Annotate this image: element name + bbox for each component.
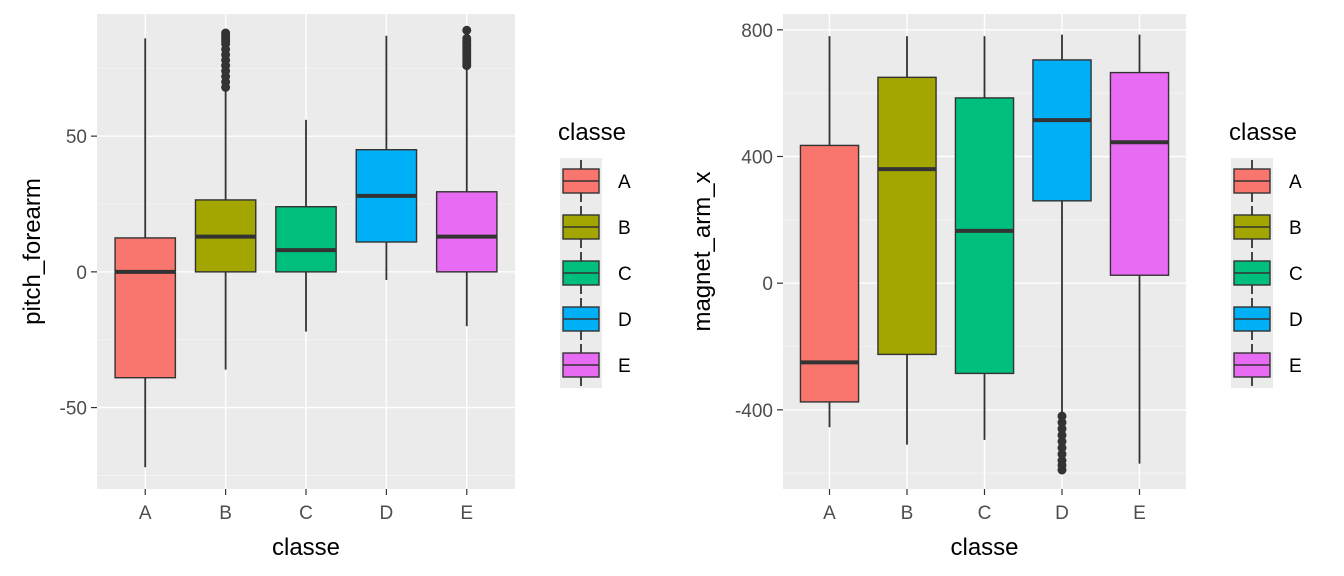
outlier-point	[1057, 443, 1067, 453]
y-tick-label: 50	[66, 127, 87, 148]
x-tick-label: C	[299, 503, 313, 524]
box-body	[435, 191, 498, 273]
legend-label: D	[1289, 310, 1303, 331]
box-body	[799, 144, 860, 403]
legend-entry-B: B	[560, 204, 631, 250]
x-tick-label: C	[978, 503, 992, 524]
x-tick-label: A	[139, 503, 152, 524]
box-C	[275, 119, 337, 332]
box-B	[877, 36, 937, 445]
legend-entry-B: B	[1231, 204, 1302, 250]
legend-label: B	[1289, 218, 1302, 239]
legend: classe A B C D E	[558, 119, 632, 388]
box-A	[799, 36, 860, 428]
x-tick-label: E	[460, 503, 473, 524]
outlier-point	[1057, 437, 1067, 446]
legend-entry-E: E	[1231, 342, 1302, 388]
legend-entry-C: C	[1231, 250, 1303, 296]
legend-entry-A: A	[1231, 158, 1302, 204]
x-tick-label: D	[380, 503, 394, 524]
box-body	[275, 206, 337, 273]
x-axis-title: classe	[950, 534, 1018, 561]
outlier-point	[1057, 418, 1067, 427]
x-tick-label: B	[901, 503, 914, 524]
legend: classe A B C D E	[1229, 119, 1303, 388]
y-axis-title: pitch_forearm	[19, 178, 46, 325]
outlier-point	[1057, 430, 1067, 440]
legend-entry-D: D	[560, 296, 632, 342]
outlier-point	[462, 25, 472, 35]
box-body	[877, 76, 937, 356]
legend-entry-C: C	[560, 250, 632, 296]
legend-label: A	[1289, 172, 1302, 193]
outlier-point	[1057, 449, 1067, 459]
outlier-point	[462, 33, 472, 43]
box-body	[1109, 71, 1170, 276]
legend-title: classe	[1229, 119, 1297, 146]
legend-label: C	[618, 264, 632, 285]
y-tick-label: 0	[762, 274, 773, 295]
box-body	[114, 237, 177, 379]
x-tick-label: D	[1055, 503, 1069, 524]
legend-title: classe	[558, 119, 626, 146]
outlier-point	[1057, 424, 1067, 434]
box-body	[1032, 59, 1092, 202]
outlier-point	[221, 28, 231, 38]
legend-label: E	[1289, 356, 1302, 377]
y-tick-label: 400	[741, 148, 773, 169]
x-axis-title: classe	[272, 534, 340, 561]
legend-label: E	[618, 356, 631, 377]
x-tick-label: A	[823, 503, 836, 524]
legend-label: C	[1289, 264, 1303, 285]
box-D	[1032, 34, 1092, 475]
legend-label: D	[618, 310, 632, 331]
x-tick-label: E	[1133, 503, 1146, 524]
legend-entry-D: D	[1231, 296, 1303, 342]
box-E	[1109, 34, 1170, 464]
legend-entry-A: A	[560, 158, 631, 204]
box-A	[114, 38, 177, 468]
outlier-point	[1057, 411, 1067, 421]
y-tick-label: 800	[741, 21, 773, 42]
y-tick-label: -50	[60, 399, 87, 420]
y-axis-title: magnet_arm_x	[689, 171, 716, 331]
box-B	[194, 28, 257, 370]
box-body	[954, 97, 1015, 375]
outlier-point	[1057, 465, 1067, 475]
box-D	[355, 35, 418, 280]
box-E	[435, 25, 498, 327]
x-tick-label: B	[219, 503, 232, 524]
y-tick-label: -400	[735, 401, 773, 422]
box-C	[954, 36, 1015, 440]
legend-label: B	[618, 218, 631, 239]
legend-entry-E: E	[560, 342, 631, 388]
legend-label: A	[618, 172, 631, 193]
y-tick-label: 0	[76, 263, 87, 284]
